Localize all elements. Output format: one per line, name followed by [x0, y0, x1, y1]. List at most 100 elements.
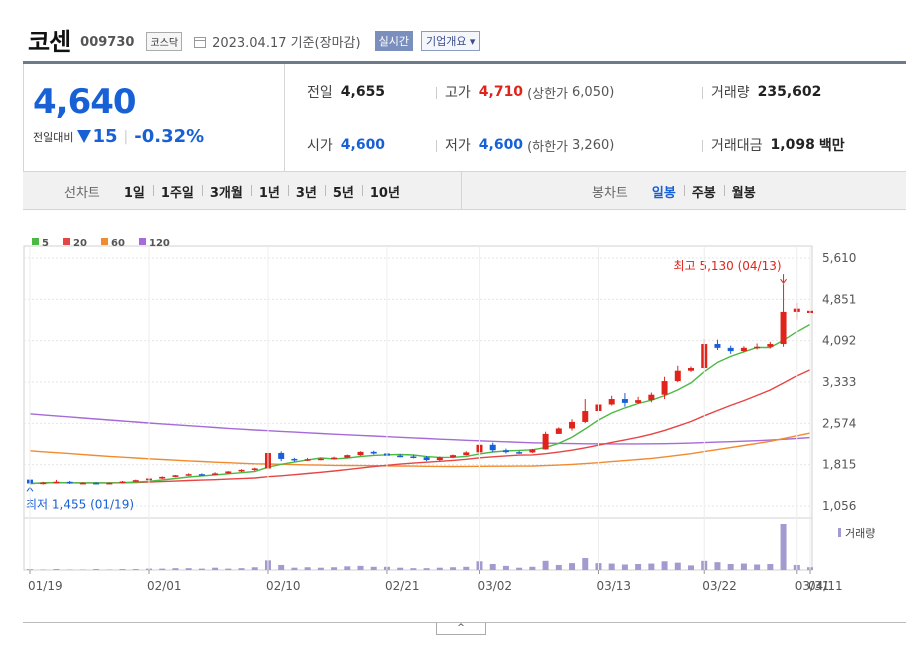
stat-lower-value: 3,260) [572, 137, 615, 153]
current-price: 4,640 [33, 82, 137, 122]
stock-header: 코센 009730 코스닥 2023.04.17 기준(장마감) 실시간 기업개… [28, 24, 481, 56]
stat-lower-label: (하한가 [527, 139, 569, 155]
candle-body [251, 468, 258, 470]
volume-bar [489, 564, 496, 570]
candle-body [198, 474, 205, 476]
tab-weekly[interactable]: 주봉 [683, 182, 724, 201]
x-tick-label: 03/02 [477, 579, 512, 593]
volume-bar [357, 565, 364, 570]
stat-open-label: 시가 [307, 138, 333, 154]
x-tick-label: 01/19 [28, 579, 63, 593]
tab-10y[interactable]: 10년 [361, 182, 408, 201]
ma20-line [29, 369, 811, 485]
legend-swatch [139, 238, 146, 245]
tab-divider [461, 172, 462, 210]
bottom-rule [23, 622, 906, 623]
candle-body [740, 347, 747, 352]
tab-daily[interactable]: 일봉 [651, 186, 676, 201]
current-price-box: 4,640 전일대비 15 | -0.32% [23, 64, 285, 172]
candle-body [516, 452, 523, 454]
candle-body [780, 311, 787, 345]
tab-1d[interactable]: 1일 [123, 186, 145, 201]
volume-bar [225, 568, 232, 570]
divider [436, 87, 437, 99]
reference-date: 2023.04.17 기준(장마감) [212, 35, 361, 51]
candle-chart-title: 봉차트 [592, 186, 628, 201]
line-chart-tabs: 선차트 1일 1주일 3개월 1년 3년 5년 10년 [64, 182, 408, 201]
line-chart-title: 선차트 [64, 186, 100, 201]
tab-3y[interactable]: 3년 [287, 182, 325, 201]
realtime-button[interactable]: 실시간 [374, 31, 413, 51]
candle-body [423, 457, 430, 461]
volume-bar [185, 568, 192, 570]
volume-bar [397, 567, 404, 570]
volume-bar [569, 563, 576, 570]
volume-bar [119, 569, 126, 570]
ma120-line [29, 413, 811, 445]
stat-upper-value: 6,050) [572, 84, 615, 100]
candle-body [185, 474, 192, 476]
legend-swatch [63, 238, 70, 245]
calendar-icon [194, 36, 207, 48]
divider [436, 140, 437, 152]
candle-body [278, 452, 285, 459]
ma5-line [29, 323, 811, 485]
y-tick-label: 2,574 [822, 416, 856, 430]
tab-1y[interactable]: 1년 [250, 182, 288, 201]
tab-3m[interactable]: 3개월 [201, 182, 251, 201]
candle-body [66, 481, 73, 484]
stat-high-label: 고가 [445, 85, 471, 101]
volume-bar [198, 568, 205, 570]
x-tick-label: 02/21 [385, 579, 420, 593]
divider: | [123, 128, 129, 145]
change-value: 15 [92, 126, 118, 147]
volume-bar [93, 569, 100, 570]
volume-bar [542, 560, 549, 570]
legend-swatch [101, 238, 108, 245]
stat-amount-label: 거래대금 [711, 138, 763, 154]
candle-body [370, 451, 377, 454]
volume-frame [23, 517, 813, 571]
tab-1w[interactable]: 1주일 [152, 182, 202, 201]
x-tick-label: 04/11 [808, 579, 843, 593]
volume-bar [463, 566, 470, 570]
low-annotation: 최저 1,455 (01/19) [26, 497, 134, 511]
divider [702, 87, 703, 99]
candle-body [648, 394, 655, 401]
legend-label: 120 [149, 238, 170, 249]
x-tick-label: 02/01 [147, 579, 182, 593]
stat-high: 고가 4,710 (상한가 6,050) [445, 82, 614, 102]
volume-bar [621, 564, 628, 570]
company-overview-button[interactable]: 기업개요 ▾ [420, 31, 481, 51]
tab-monthly[interactable]: 월봉 [723, 182, 764, 201]
volume-bar [251, 567, 258, 570]
volume-bar [172, 568, 179, 570]
collapse-button[interactable]: ^ [436, 623, 486, 635]
volume-bar [423, 568, 430, 570]
stat-volume: 거래량 235,602 [711, 82, 821, 102]
candle-body [172, 475, 179, 477]
y-tick-label: 1,056 [822, 499, 856, 513]
volume-bar [740, 563, 747, 570]
volume-bar [582, 558, 589, 570]
volume-bar [278, 564, 285, 570]
volume-bar [529, 566, 536, 570]
stat-volume-label: 거래량 [711, 85, 750, 101]
volume-bar [450, 567, 457, 570]
volume-bar [344, 566, 351, 570]
tab-5y[interactable]: 5년 [324, 182, 362, 201]
stat-high-value: 4,710 [478, 84, 524, 100]
stat-low-value: 4,600 [478, 137, 524, 153]
down-triangle-icon [77, 130, 92, 143]
candle-body [661, 381, 668, 395]
top-rule [23, 61, 906, 64]
legend-label: 5 [42, 238, 49, 249]
candle-chart-tabs: 봉차트 일봉 주봉 월봉 [592, 182, 764, 201]
candle-body [555, 428, 562, 434]
candle-body [238, 469, 245, 472]
candle-body [463, 452, 470, 456]
stock-name: 코센 [28, 27, 71, 56]
volume-bar [436, 567, 443, 570]
stat-amount-value: 1,098 [770, 137, 815, 153]
legend-swatch [32, 238, 39, 245]
